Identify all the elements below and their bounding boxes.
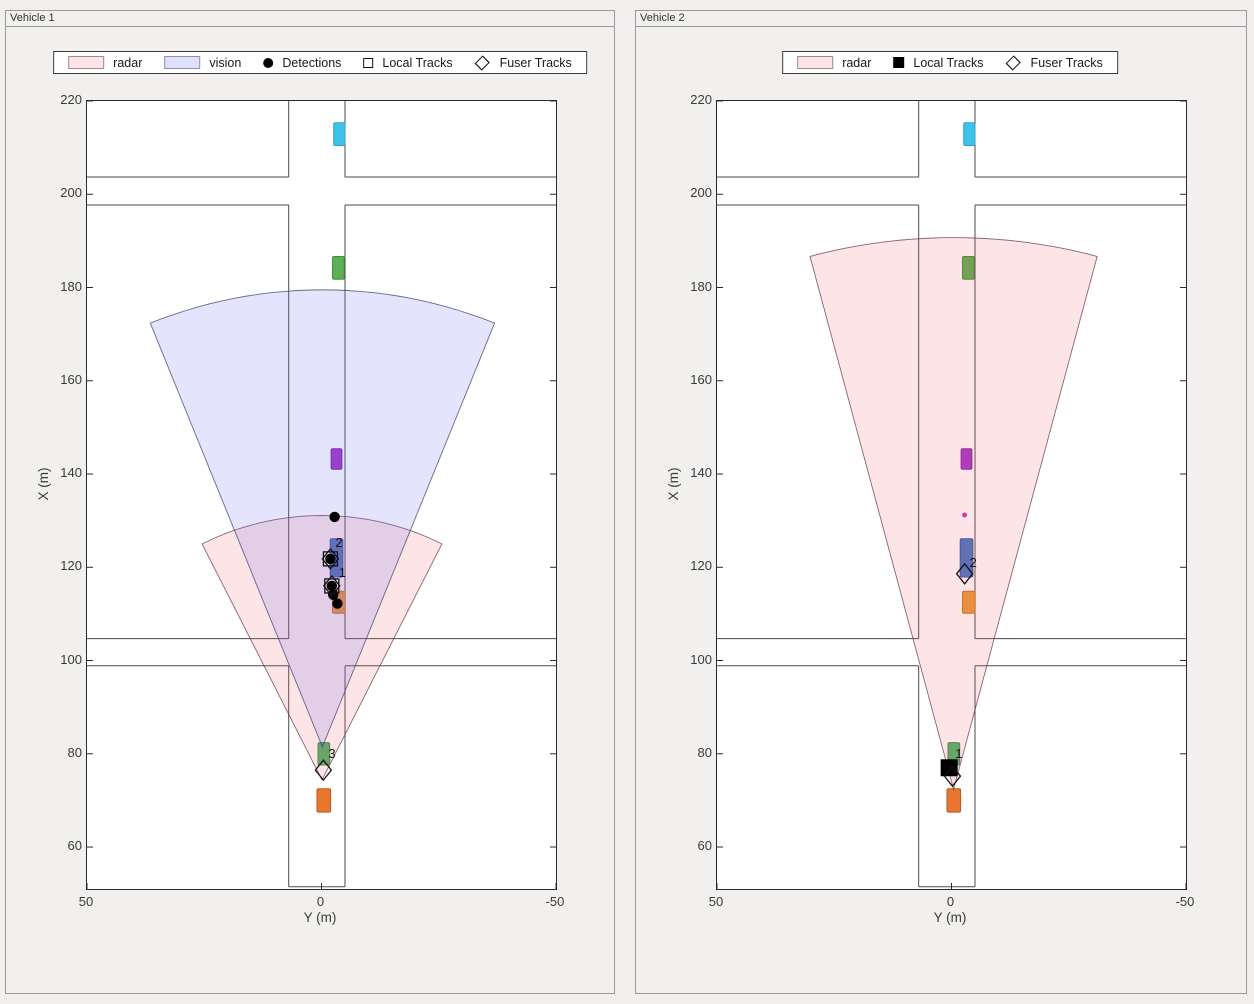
actor-car-ego2-orange bbox=[946, 788, 962, 813]
y-tick-label: 100 bbox=[690, 651, 712, 667]
legend-item-vision: vision bbox=[153, 56, 252, 70]
y-tick-label: 140 bbox=[60, 465, 82, 481]
vehicle-2-panel: Vehicle 2 radar Local Tracks Fuser Tracks … bbox=[635, 10, 1247, 994]
radar-coverage-swatch bbox=[797, 56, 834, 69]
y-axis-label: X (m) bbox=[36, 467, 51, 501]
vision-coverage-swatch bbox=[164, 56, 201, 69]
panel-title: Vehicle 2 bbox=[636, 11, 1246, 27]
birds-eye-plot: 2 1 3 bbox=[87, 101, 556, 889]
x-tick-label: 0 bbox=[946, 894, 955, 909]
track-id-label: 2 bbox=[970, 555, 977, 570]
track-id-label: 3 bbox=[328, 746, 335, 761]
local-track-square bbox=[322, 551, 339, 567]
legend-label: Local Tracks bbox=[382, 55, 453, 70]
local-track-square bbox=[324, 578, 340, 594]
y-tick-label: 220 bbox=[690, 92, 712, 107]
vehicle-1-panel: Vehicle 1 radar vision Detections Local Tra… bbox=[5, 10, 615, 994]
legend-label: Fuser Tracks bbox=[499, 55, 572, 70]
local-track-square bbox=[940, 759, 958, 777]
x-tick-label: 50 bbox=[78, 894, 94, 909]
y-tick-label: 80 bbox=[67, 744, 82, 760]
y-tick-label: 100 bbox=[60, 651, 82, 667]
actor-car-green bbox=[962, 256, 975, 280]
legend-label: vision bbox=[209, 55, 242, 70]
diamond-swatch bbox=[474, 54, 491, 71]
y-tick-label: 140 bbox=[690, 465, 712, 481]
legend-item-radar: radar bbox=[57, 56, 153, 70]
y-tick-label: 180 bbox=[60, 278, 82, 294]
detection-marker bbox=[326, 580, 337, 592]
plot-axes: 2 1 3 bbox=[86, 100, 557, 890]
radar-coverage-area bbox=[809, 237, 1098, 791]
y-tick-label: 180 bbox=[690, 278, 712, 294]
actor-car-purple bbox=[330, 448, 343, 470]
legend: radar vision Detections Local Tracks Fuser T… bbox=[53, 51, 587, 74]
track-id-label: 1 bbox=[955, 746, 962, 761]
fuser-track-diamond bbox=[321, 547, 340, 570]
actor-car-green bbox=[332, 256, 345, 280]
y-tick-label: 120 bbox=[60, 558, 82, 574]
legend-label: radar bbox=[842, 55, 872, 70]
open-square-swatch bbox=[363, 57, 374, 68]
x-tick-label: 0 bbox=[316, 894, 325, 909]
legend-item-detections: Detections bbox=[252, 56, 352, 70]
y-tick-label: 160 bbox=[60, 371, 82, 387]
diamond-swatch bbox=[1005, 54, 1022, 71]
actor-car-orange-lead bbox=[962, 590, 976, 614]
actor-truck-blue bbox=[959, 538, 974, 578]
x-axis-label: Y (m) bbox=[933, 910, 967, 925]
legend-item-radar: radar bbox=[786, 56, 882, 70]
dot-swatch bbox=[263, 57, 274, 68]
legend-label: Detections bbox=[282, 55, 342, 70]
fuser-track-diamond bbox=[943, 765, 962, 788]
fuser-track-diamond bbox=[314, 759, 333, 782]
actor-car-cyan bbox=[333, 122, 346, 146]
legend-item-fuser-tracks: Fuser Tracks bbox=[464, 54, 583, 71]
legend-item-fuser-tracks: Fuser Tracks bbox=[995, 54, 1114, 71]
y-axis-label: X (m) bbox=[666, 467, 681, 501]
actor-car-ego2-orange bbox=[316, 788, 332, 813]
birds-eye-plot: 21 bbox=[717, 101, 1186, 889]
x-tick-label: -50 bbox=[1175, 894, 1195, 909]
y-tick-label: 220 bbox=[60, 92, 82, 107]
vision-coverage-area bbox=[149, 289, 496, 748]
detection-marker bbox=[325, 553, 336, 565]
legend-label: Fuser Tracks bbox=[1030, 55, 1103, 70]
actor-car-purple bbox=[960, 448, 973, 470]
track-id-label: 1 bbox=[339, 565, 346, 580]
detection-marker bbox=[962, 512, 968, 518]
y-tick-label: 60 bbox=[697, 838, 712, 854]
y-tick-label: 120 bbox=[690, 558, 712, 574]
x-tick-label: 50 bbox=[708, 894, 724, 909]
legend-item-local-tracks: Local Tracks bbox=[352, 56, 463, 70]
track-id-label: 2 bbox=[335, 535, 342, 550]
x-axis-label: Y (m) bbox=[303, 910, 337, 925]
y-tick-label: 200 bbox=[690, 185, 712, 201]
y-tick-label: 200 bbox=[60, 185, 82, 201]
legend-label: radar bbox=[113, 55, 143, 70]
fuser-track-diamond bbox=[955, 562, 974, 585]
x-tick-label: -50 bbox=[545, 894, 565, 909]
y-tick-label: 160 bbox=[690, 371, 712, 387]
radar-coverage-swatch bbox=[68, 56, 105, 69]
fuser-track-diamond bbox=[322, 574, 341, 597]
filled-square-swatch bbox=[893, 57, 905, 68]
legend-label: Local Tracks bbox=[913, 55, 984, 70]
y-tick-label: 80 bbox=[697, 744, 712, 760]
actor-car-cyan bbox=[963, 122, 976, 146]
panel-title: Vehicle 1 bbox=[6, 11, 614, 27]
detection-marker bbox=[332, 598, 343, 609]
y-tick-label: 60 bbox=[67, 838, 82, 854]
detection-marker bbox=[329, 511, 340, 523]
legend: radar Local Tracks Fuser Tracks bbox=[782, 51, 1118, 74]
legend-item-local-tracks: Local Tracks bbox=[882, 56, 994, 70]
